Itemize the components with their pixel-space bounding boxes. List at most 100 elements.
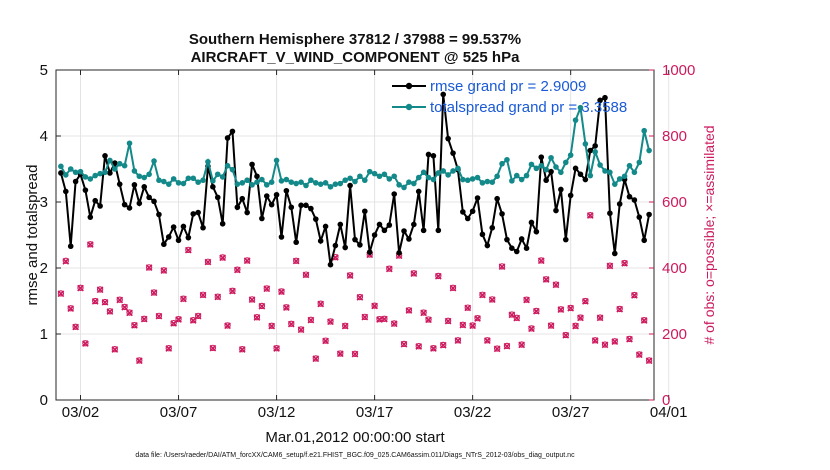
obs-assimilated-marker — [180, 295, 187, 303]
rmse-point — [190, 211, 197, 217]
obs-assimilated-marker — [72, 323, 79, 331]
obs-possible-marker — [180, 295, 187, 302]
obs-assimilated-marker — [194, 312, 202, 320]
obs-assimilated-marker — [283, 304, 290, 311]
rmse-point — [185, 234, 192, 241]
obs-assimilated-marker — [621, 260, 628, 267]
obs-assimilated-marker — [341, 322, 349, 330]
totalspread-point — [406, 179, 412, 185]
rmse-point — [303, 202, 309, 209]
legend-spread-label: totalspread grand pr = 3.3588 — [430, 99, 627, 116]
obs-possible-marker — [626, 335, 633, 343]
obs-assimilated-marker — [425, 316, 432, 324]
rmse-point — [141, 184, 148, 190]
obs-assimilated-marker — [204, 258, 212, 266]
obs-possible-marker — [92, 297, 99, 305]
totalspread-point — [121, 162, 128, 169]
totalspread-point — [533, 165, 540, 172]
obs-possible-marker — [136, 357, 143, 364]
rmse-point — [484, 242, 491, 249]
obs-assimilated-marker — [322, 337, 329, 345]
rmse-point — [406, 236, 412, 242]
obs-assimilated-marker — [591, 337, 599, 344]
obs-possible-marker — [464, 304, 471, 311]
obs-assimilated-marker — [596, 314, 604, 322]
totalspread-point — [141, 174, 148, 181]
obs-assimilated-marker — [405, 307, 413, 314]
totalspread-point — [337, 180, 344, 187]
rmse-point — [82, 187, 89, 193]
obs-assimilated-marker — [101, 298, 109, 306]
obs-possible-marker — [322, 337, 329, 344]
totalspread-point — [518, 176, 525, 183]
totalspread-point — [97, 170, 103, 177]
obs-assimilated-marker — [116, 296, 124, 304]
obs-assimilated-marker — [390, 320, 398, 328]
obs-assimilated-marker — [351, 350, 359, 358]
obs-assimilated-marker — [562, 331, 570, 339]
totalspread-point — [268, 179, 275, 185]
obs-assimilated-marker — [439, 341, 447, 349]
obs-possible-marker — [518, 341, 525, 348]
totalspread-point — [548, 154, 554, 161]
rmse-point — [92, 197, 99, 204]
totalspread-point — [131, 168, 138, 174]
obs-assimilated-marker — [410, 270, 418, 277]
totalspread-point — [607, 169, 613, 176]
x-tick-label: 03/17 — [356, 404, 394, 421]
totalspread-point — [234, 181, 241, 187]
totalspread-point — [347, 175, 353, 182]
obs-assimilated-marker — [91, 297, 99, 305]
obs-assimilated-marker — [577, 314, 584, 322]
totalspread-point — [180, 180, 187, 187]
obs-assimilated-marker — [258, 302, 266, 310]
obs-assimilated-marker — [640, 317, 648, 324]
obs-possible-marker — [317, 300, 324, 307]
rmse-point — [131, 182, 138, 188]
obs-assimilated-marker — [532, 307, 540, 315]
totalspread-point — [254, 179, 260, 185]
obs-assimilated-marker — [150, 289, 158, 297]
obs-assimilated-marker — [336, 350, 344, 358]
rmse-point — [371, 232, 378, 238]
obs-possible-marker — [77, 284, 84, 291]
obs-assimilated-marker — [160, 267, 168, 275]
obs-assimilated-marker — [454, 337, 462, 344]
y2-tick-label: 800 — [662, 128, 687, 145]
obs-assimilated-marker — [214, 293, 222, 301]
totalspread-point — [185, 175, 192, 182]
x-tick-label: 03/02 — [62, 404, 100, 421]
obs-assimilated-marker — [86, 241, 94, 248]
totalspread-point — [229, 166, 236, 173]
totalspread-point — [636, 159, 643, 166]
obs-possible-marker — [592, 337, 599, 344]
totalspread-point — [244, 177, 250, 184]
rmse-point — [376, 221, 383, 228]
rmse-point — [161, 241, 167, 248]
rmse-point — [332, 242, 339, 249]
obs-possible-marker — [351, 350, 359, 357]
obs-possible-marker — [596, 314, 604, 321]
totalspread-point — [165, 181, 172, 187]
rmse-point — [210, 184, 216, 190]
obs-assimilated-marker — [199, 291, 207, 299]
rmse-point — [112, 160, 118, 166]
rmse-point — [528, 219, 535, 226]
obs-assimilated-marker — [488, 296, 496, 304]
legend-rmse-label: rmse grand pr = 2.9009 — [430, 78, 586, 95]
obs-possible-marker — [454, 337, 462, 344]
rmse-point — [165, 234, 172, 240]
rmse-point — [646, 211, 652, 218]
rmse-point — [479, 231, 486, 238]
rmse-point — [195, 209, 201, 216]
y-tick-label: 5 — [40, 62, 48, 79]
obs-assimilated-marker — [111, 346, 119, 353]
obs-assimilated-marker — [268, 322, 276, 330]
rmse-point — [523, 245, 530, 251]
rmse-point — [460, 209, 466, 215]
totalspread-point — [200, 177, 206, 184]
obs-assimilated-marker — [385, 265, 393, 273]
totalspread-point — [175, 180, 182, 186]
rmse-point — [518, 236, 525, 242]
